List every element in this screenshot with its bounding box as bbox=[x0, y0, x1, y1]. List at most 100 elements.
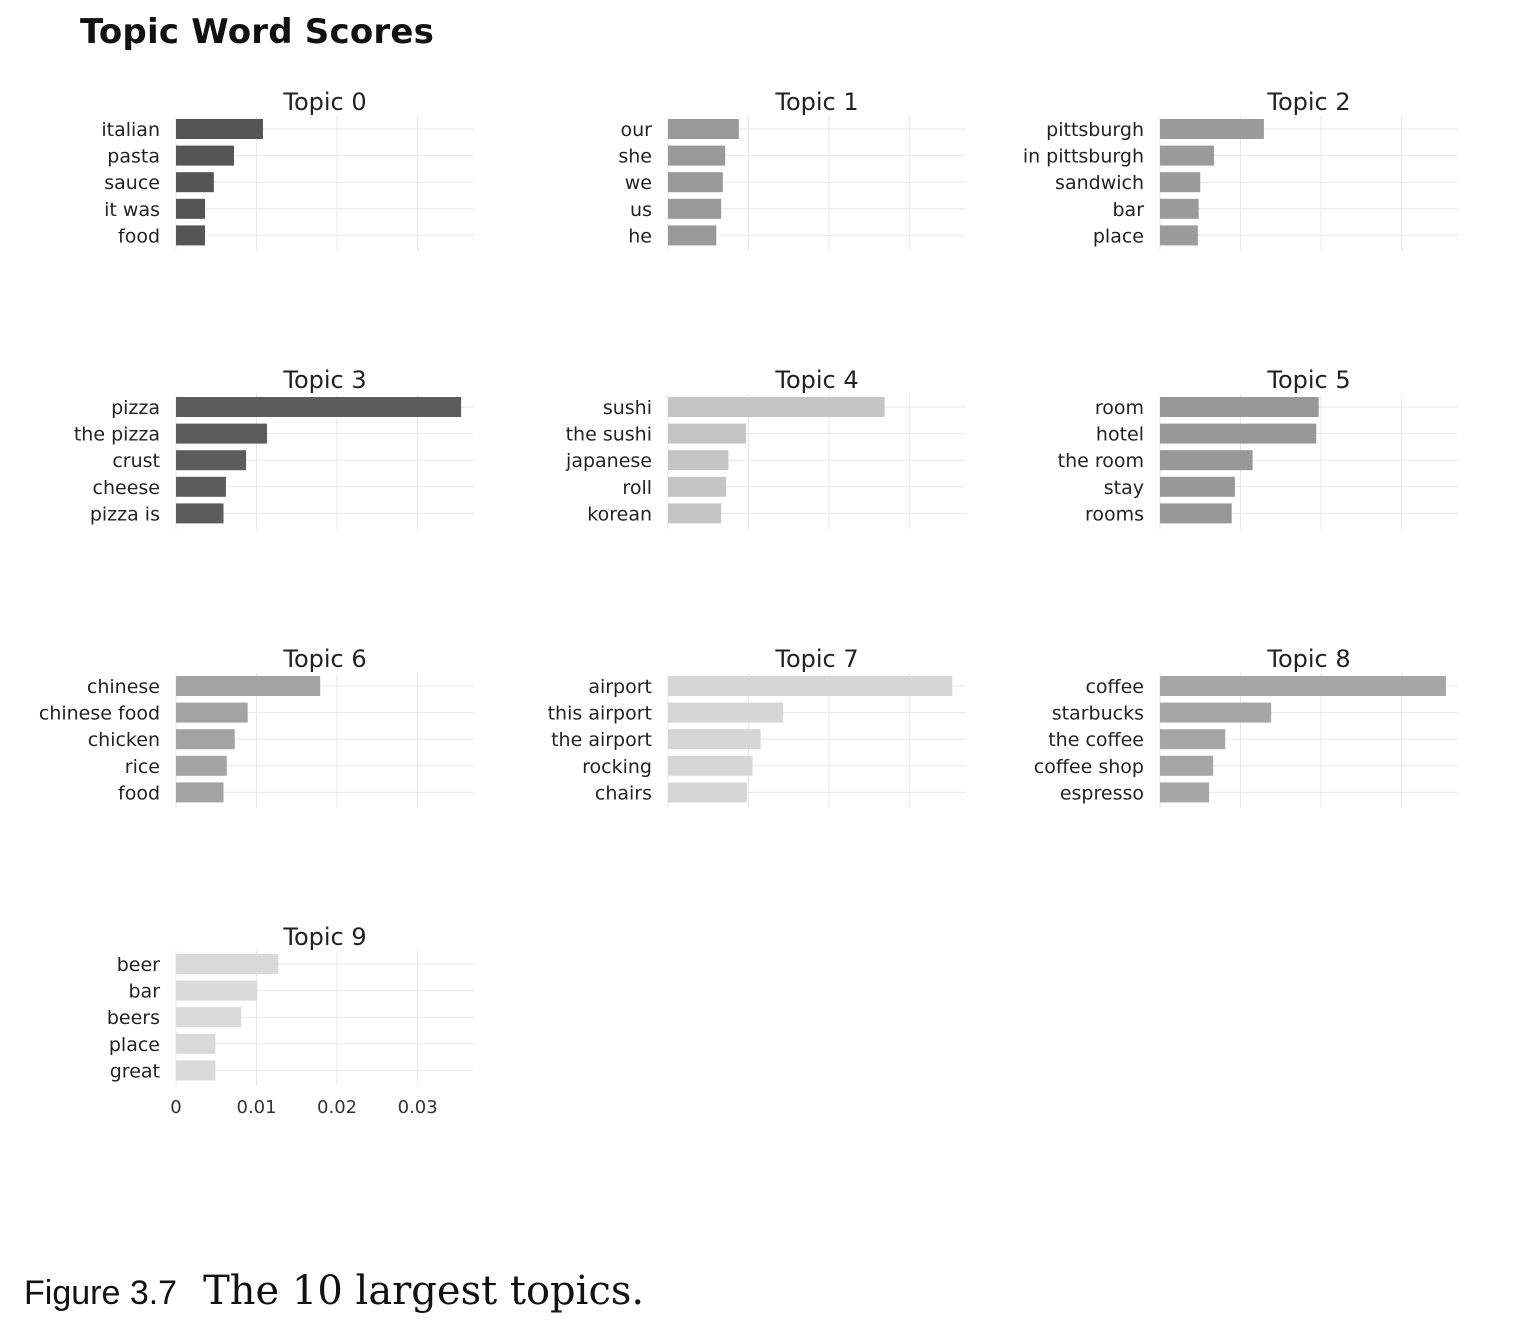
category-label: starbucks bbox=[1052, 703, 1144, 725]
bar bbox=[176, 755, 227, 776]
bar bbox=[668, 225, 717, 246]
bar bbox=[176, 782, 224, 803]
bar bbox=[668, 450, 729, 471]
x-tick-label: 0.01 bbox=[237, 1097, 277, 1118]
bar bbox=[176, 729, 235, 750]
x-tick-label: 0 bbox=[170, 1097, 181, 1118]
topic-bar-charts: Topic 0 italian pasta sauce it was food Topic … bbox=[39, 88, 1458, 1118]
bar bbox=[1160, 503, 1232, 524]
bar bbox=[668, 503, 722, 524]
bar bbox=[176, 198, 205, 219]
bar bbox=[668, 729, 761, 750]
category-label: sushi bbox=[603, 397, 652, 419]
bar bbox=[176, 1007, 242, 1028]
bar bbox=[668, 145, 726, 166]
bar bbox=[176, 980, 258, 1001]
bar bbox=[176, 172, 214, 193]
category-label: beer bbox=[117, 954, 160, 976]
category-label: pittsburgh bbox=[1046, 119, 1144, 141]
category-label: roll bbox=[622, 477, 652, 499]
bar bbox=[176, 1033, 216, 1054]
bar bbox=[176, 423, 268, 444]
category-label: korean bbox=[587, 503, 652, 525]
bar bbox=[176, 676, 321, 696]
category-label: crust bbox=[112, 450, 160, 472]
bar bbox=[176, 476, 226, 497]
bar bbox=[1160, 198, 1199, 219]
category-label: rocking bbox=[582, 756, 652, 778]
bar bbox=[1160, 145, 1214, 166]
category-label: the sushi bbox=[566, 424, 652, 446]
category-label: rice bbox=[125, 756, 160, 778]
panel-title: Topic 6 bbox=[282, 645, 366, 673]
bar bbox=[176, 954, 279, 974]
panel-title: Topic 4 bbox=[774, 366, 858, 394]
category-label: japanese bbox=[565, 450, 652, 472]
bar bbox=[1160, 755, 1214, 776]
bar bbox=[668, 476, 726, 497]
bar bbox=[668, 397, 885, 417]
caption-label: Figure 3.7 bbox=[24, 1274, 178, 1312]
bar bbox=[1160, 450, 1253, 471]
bar bbox=[668, 702, 784, 723]
bar bbox=[668, 676, 953, 696]
category-label: espresso bbox=[1060, 782, 1144, 804]
category-label: coffee shop bbox=[1034, 756, 1144, 778]
category-label: sandwich bbox=[1055, 172, 1144, 194]
bar bbox=[176, 702, 248, 723]
category-label: bar bbox=[128, 981, 160, 1003]
figure-caption: Figure 3.7 The 10 largest topics. bbox=[24, 1268, 644, 1314]
category-label: our bbox=[621, 119, 653, 141]
category-label: sauce bbox=[104, 172, 160, 194]
bar bbox=[1160, 676, 1446, 696]
panel-title: Topic 3 bbox=[282, 366, 366, 394]
category-label: beers bbox=[107, 1007, 160, 1029]
chart-title: Topic Word Scores bbox=[80, 12, 435, 52]
bar bbox=[176, 450, 247, 471]
category-label: chicken bbox=[88, 729, 160, 751]
bar bbox=[1160, 476, 1235, 497]
category-label: room bbox=[1095, 397, 1144, 419]
bar bbox=[668, 172, 723, 193]
panel-title: Topic 5 bbox=[1266, 366, 1350, 394]
x-tick-label: 0.03 bbox=[398, 1097, 438, 1118]
bar bbox=[1160, 225, 1198, 246]
bar bbox=[176, 145, 234, 166]
category-label: the coffee bbox=[1048, 729, 1144, 751]
bar bbox=[668, 423, 747, 444]
category-label: food bbox=[118, 225, 160, 247]
category-label: chinese bbox=[87, 676, 160, 698]
panel-title: Topic 1 bbox=[774, 88, 858, 116]
category-label: pizza bbox=[111, 397, 160, 419]
category-label: stay bbox=[1104, 477, 1144, 499]
bar bbox=[176, 119, 263, 139]
panel-title: Topic 8 bbox=[1266, 645, 1350, 673]
category-label: in pittsburgh bbox=[1023, 146, 1144, 168]
bar bbox=[1160, 172, 1201, 193]
panel-title: Topic 2 bbox=[1266, 88, 1350, 116]
panel-title: Topic 0 bbox=[282, 88, 366, 116]
bar bbox=[1160, 397, 1319, 417]
category-label: bar bbox=[1112, 199, 1144, 221]
category-label: she bbox=[618, 146, 652, 168]
category-label: airport bbox=[588, 676, 652, 698]
bar bbox=[1160, 119, 1264, 139]
category-label: pizza is bbox=[90, 503, 160, 525]
category-label: it was bbox=[104, 199, 160, 221]
category-label: rooms bbox=[1085, 503, 1144, 525]
bar bbox=[668, 782, 747, 803]
bar bbox=[176, 503, 224, 524]
bar bbox=[1160, 729, 1226, 750]
category-label: place bbox=[1093, 225, 1144, 247]
panel-title: Topic 9 bbox=[282, 923, 366, 951]
category-label: us bbox=[630, 199, 652, 221]
category-label: the pizza bbox=[74, 424, 160, 446]
panel-title: Topic 7 bbox=[774, 645, 858, 673]
bar bbox=[668, 755, 753, 776]
bar bbox=[668, 119, 739, 139]
category-label: pasta bbox=[107, 146, 160, 168]
category-label: italian bbox=[101, 119, 160, 141]
category-label: he bbox=[628, 225, 652, 247]
category-label: great bbox=[110, 1060, 160, 1082]
